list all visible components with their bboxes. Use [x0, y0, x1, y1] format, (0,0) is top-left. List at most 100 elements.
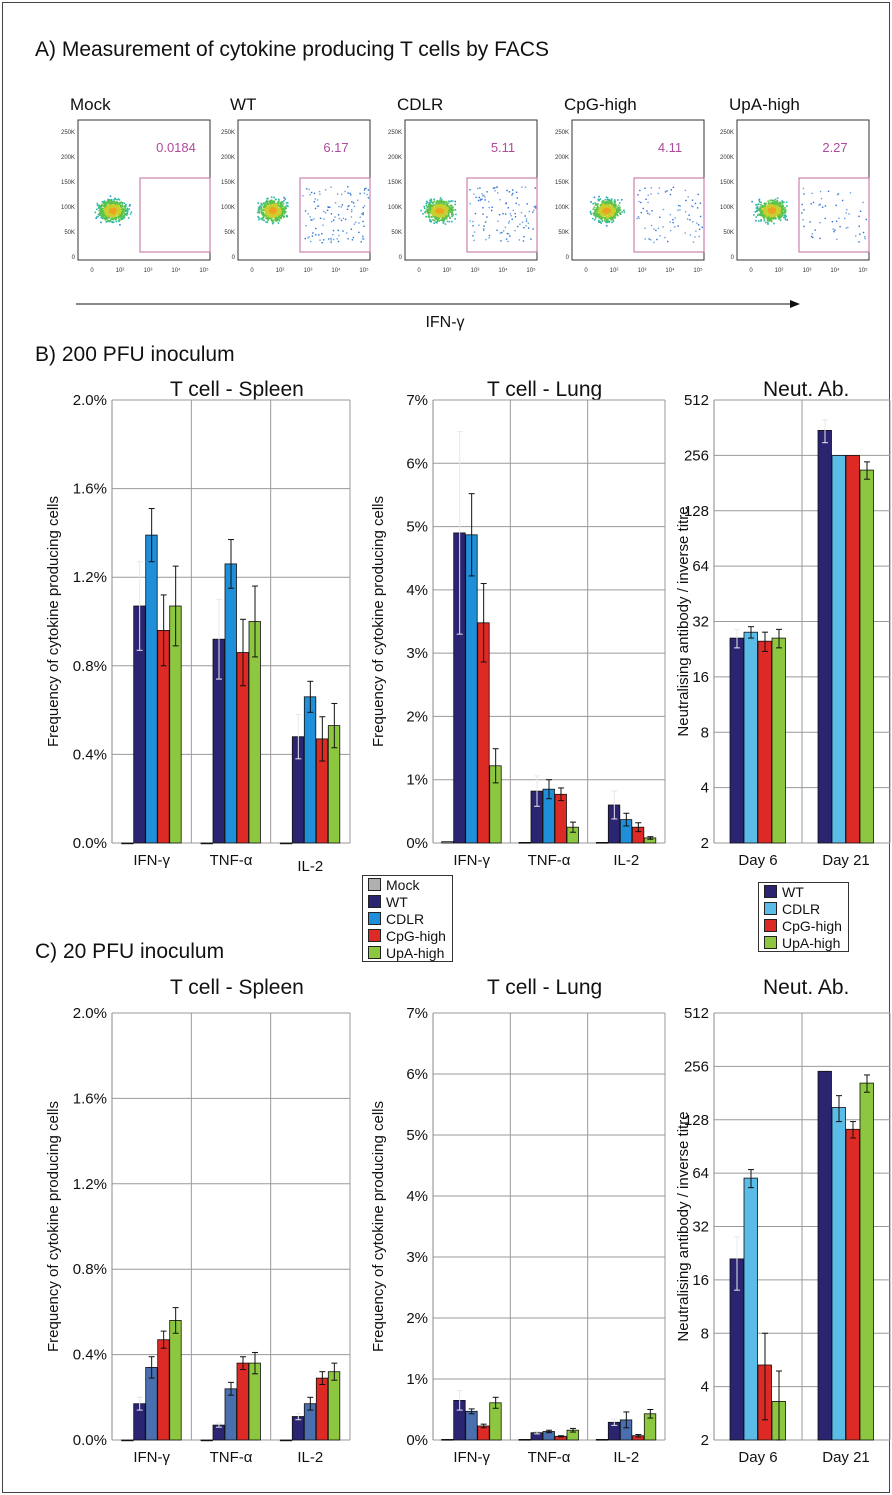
facs-event	[430, 209, 433, 212]
facs-event	[270, 196, 273, 198]
facs-event	[283, 199, 285, 202]
facs-event	[363, 225, 365, 227]
facs-event	[278, 219, 281, 222]
facs-event	[820, 197, 823, 200]
facs-event	[444, 218, 446, 221]
facs-event	[433, 204, 436, 206]
facs-event	[100, 209, 103, 211]
facs-event	[616, 209, 618, 212]
facs-event	[116, 204, 119, 206]
facs-event	[637, 215, 640, 218]
facs-event	[437, 218, 439, 220]
facs-y-tick: 200K	[388, 155, 402, 161]
facs-event	[488, 200, 490, 203]
facs-event	[110, 203, 113, 205]
facs-event	[601, 217, 604, 219]
facs-event	[754, 211, 757, 213]
facs-event	[594, 215, 597, 217]
y-axis-label: Neutralising antibody / inverse titre	[675, 1111, 692, 1341]
y-tick-label: 16	[692, 669, 709, 686]
facs-event	[128, 205, 131, 207]
facs-event	[257, 209, 260, 211]
facs-event	[269, 213, 272, 216]
facs-event	[605, 217, 607, 220]
facs-event	[104, 218, 107, 220]
facs-event	[280, 217, 282, 220]
facs-event	[272, 206, 274, 209]
facs-x-tick: 10⁵	[858, 267, 868, 274]
facs-event	[670, 229, 672, 232]
section-c-heading: C) 20 PFU inoculum	[35, 940, 225, 963]
facs-event	[432, 219, 434, 221]
facs-panel-label-upa-high: UpA-high	[729, 95, 800, 114]
bar-cdlr-ifn	[465, 1410, 478, 1441]
facs-event	[309, 216, 311, 218]
legend-swatch	[764, 885, 777, 898]
facs-event	[692, 221, 694, 223]
facs-event	[698, 228, 701, 231]
facs-event	[329, 206, 331, 208]
facs-event	[277, 212, 279, 215]
facs-event	[284, 208, 286, 210]
facs-event	[337, 240, 340, 243]
facs-event	[307, 237, 309, 239]
facs-event	[491, 209, 493, 212]
y-axis-label: Frequency of cytokine producing cells	[370, 1101, 387, 1352]
facs-event	[448, 206, 451, 209]
facs-event	[435, 221, 437, 223]
facs-event	[435, 208, 437, 210]
b-spleen-chart: 0.0%0.4%0.8%1.2%1.6%2.0%Frequency of cyt…	[45, 392, 351, 875]
facs-event	[604, 219, 606, 222]
facs-event	[491, 206, 493, 208]
facs-event	[361, 213, 363, 215]
facs-event	[607, 220, 610, 223]
facs-event	[344, 218, 347, 221]
facs-event	[765, 202, 767, 205]
facs-event	[449, 208, 452, 211]
facs-event	[109, 206, 111, 209]
facs-event	[599, 198, 602, 200]
facs-event	[614, 203, 617, 206]
facs-event	[606, 204, 609, 206]
facs-event	[770, 219, 772, 222]
facs-y-tick: 250K	[221, 130, 235, 136]
facs-event	[604, 212, 607, 215]
facs-event	[605, 206, 608, 208]
facs-event	[611, 210, 613, 212]
facs-event	[271, 220, 274, 223]
facs-event	[441, 218, 444, 220]
facs-event	[102, 205, 104, 207]
facs-event	[769, 212, 771, 214]
facs-event	[602, 209, 604, 212]
bar-mock-tnf	[200, 1439, 213, 1442]
facs-event	[360, 241, 362, 243]
facs-event	[269, 206, 271, 209]
facs-event	[496, 229, 498, 231]
facs-event	[273, 207, 275, 210]
y-tick-label: 0.8%	[73, 658, 107, 675]
facs-event	[783, 209, 785, 211]
facs-event	[446, 207, 448, 210]
facs-event	[426, 210, 429, 213]
facs-x-tick: 10³	[638, 268, 647, 274]
facs-event	[330, 186, 332, 188]
facs-event	[108, 201, 110, 203]
facs-event	[265, 203, 267, 205]
facs-event	[685, 199, 687, 202]
facs-event	[340, 219, 343, 222]
facs-event	[97, 213, 100, 216]
facs-event	[469, 220, 471, 222]
facs-event	[479, 187, 481, 189]
facs-event	[275, 198, 277, 201]
facs-event	[103, 208, 106, 210]
facs-event	[646, 210, 648, 212]
facs-event	[429, 208, 432, 211]
facs-event	[679, 205, 681, 207]
facs-event	[115, 207, 118, 209]
c-lung-title: T cell - Lung	[487, 976, 603, 999]
facs-event	[367, 197, 370, 199]
facs-event	[327, 206, 330, 208]
facs-event	[429, 218, 431, 221]
facs-event	[438, 211, 440, 214]
facs-event	[270, 207, 273, 210]
